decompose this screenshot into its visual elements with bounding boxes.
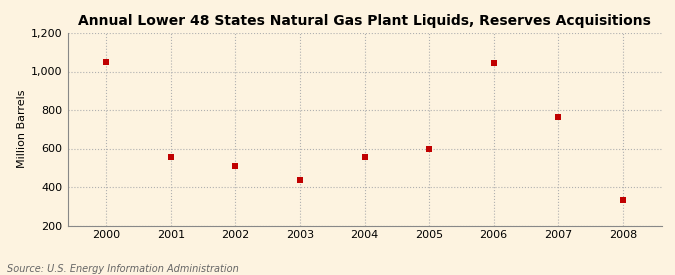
Title: Annual Lower 48 States Natural Gas Plant Liquids, Reserves Acquisitions: Annual Lower 48 States Natural Gas Plant… [78,14,651,28]
Point [424,146,435,151]
Y-axis label: Million Barrels: Million Barrels [17,90,27,169]
Point [488,60,499,65]
Point [230,164,241,168]
Point [101,60,111,64]
Point [294,178,305,183]
Point [359,155,370,159]
Point [553,114,564,119]
Point [165,155,176,159]
Text: Source: U.S. Energy Information Administration: Source: U.S. Energy Information Administ… [7,264,238,274]
Point [618,198,628,203]
